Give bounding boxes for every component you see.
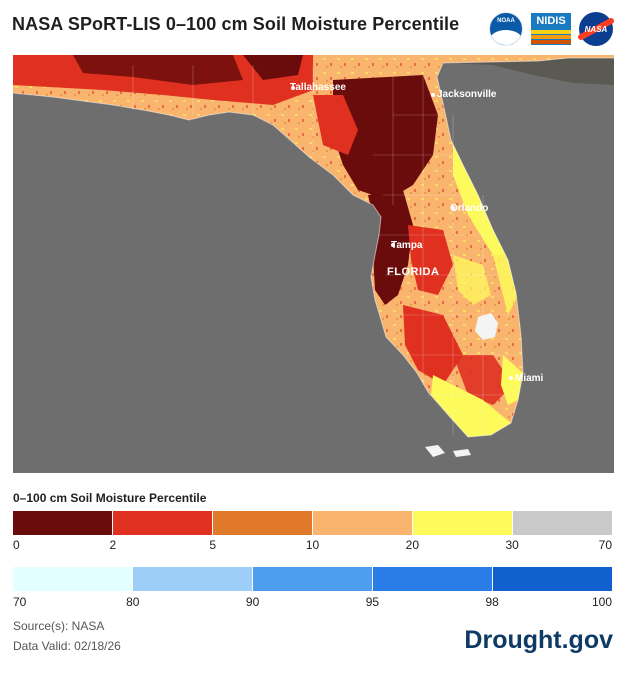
dry-swatch-5 (513, 511, 612, 535)
source-text: Source(s): NASA (13, 619, 105, 633)
wet-swatch-2 (253, 567, 373, 591)
state-label-florida: FLORIDA (387, 266, 439, 278)
dry-tick-label: 20 (405, 538, 420, 552)
florida-keys (425, 445, 445, 457)
wet-swatch-3 (373, 567, 493, 591)
jacksonville-marker (431, 93, 435, 97)
dry-swatch-0 (13, 511, 113, 535)
city-label-miami: Miami (515, 373, 544, 384)
orlando-marker (451, 206, 455, 210)
wet-tick-label: 90 (245, 595, 260, 609)
wet-tick-label: 100 (591, 595, 612, 609)
wet-tick-label: 98 (485, 595, 499, 609)
dry-tick-label: 30 (505, 538, 519, 552)
dry-tick-label: 5 (209, 538, 216, 552)
soil-moisture-map: Tallahassee Jacksonville Orlando Tampa F… (13, 55, 614, 473)
coastline (13, 57, 614, 438)
nidis-logo-text: NIDIS (536, 15, 566, 27)
wet-tick-label: 80 (126, 595, 140, 609)
data-valid-text: Data Valid: 02/18/26 (13, 639, 121, 653)
wet-swatch-4 (493, 567, 612, 591)
map-title: NASA SPoRT-LIS 0–100 cm Soil Moisture Pe… (12, 14, 460, 34)
florida-land (13, 55, 614, 437)
wet-tick-label: 70 (13, 595, 27, 609)
legend-title: 0–100 cm Soil Moisture Percentile (13, 491, 207, 505)
dry-tick-label: 10 (305, 538, 320, 552)
nasa-logo: NASA (576, 12, 616, 46)
wet-swatch-1 (133, 567, 253, 591)
florida-keys-east (453, 449, 471, 457)
dry-color-bar (13, 511, 612, 535)
dry-swatch-1 (113, 511, 213, 535)
nasa-logo-text: NASA (584, 24, 608, 34)
county-lines (132, 65, 521, 435)
noaa-logo: NOAA (489, 12, 523, 46)
drought-gov-brand[interactable]: Drought.gov (464, 626, 613, 654)
wet-tick-labels: 70 80 90 95 98 100 (13, 595, 612, 609)
dry-swatch-2 (213, 511, 313, 535)
wet-color-bar (13, 567, 612, 591)
dry-swatch-4 (413, 511, 513, 535)
map-svg: Tallahassee Jacksonville Orlando Tampa F… (13, 55, 614, 457)
logo-group: NOAA NIDIS NASA (489, 12, 616, 46)
nidis-logo: NIDIS (531, 13, 571, 45)
dry-tick-label: 2 (109, 538, 117, 552)
dry-tick-label: 0 (13, 538, 20, 552)
wet-swatch-0 (13, 567, 133, 591)
dry-tick-label: 70 (598, 538, 612, 552)
city-label-orlando: Orlando (450, 203, 488, 214)
city-label-tampa: Tampa (391, 240, 423, 251)
dry-swatch-3 (313, 511, 413, 535)
tampa-marker (391, 243, 395, 247)
miami-marker (509, 376, 513, 380)
noaa-logo-text: NOAA (497, 18, 515, 24)
dry-tick-labels: 0 2 5 10 20 30 70 (13, 538, 612, 552)
tallahassee-marker (291, 86, 295, 90)
city-label-jacksonville: Jacksonville (437, 89, 497, 100)
wet-tick-label: 95 (365, 595, 380, 609)
city-label-tallahassee: Tallahassee (290, 82, 346, 93)
